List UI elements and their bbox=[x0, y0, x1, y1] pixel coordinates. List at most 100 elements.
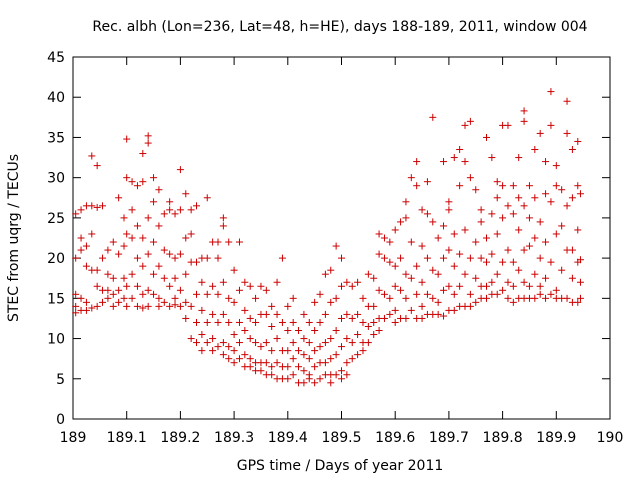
data-point bbox=[338, 367, 345, 375]
data-point bbox=[230, 298, 238, 306]
data-point bbox=[493, 270, 501, 278]
data-point bbox=[391, 306, 399, 314]
data-point bbox=[88, 304, 96, 312]
data-point bbox=[171, 210, 179, 218]
data-point bbox=[316, 290, 324, 298]
data-point bbox=[115, 298, 123, 306]
data-point bbox=[82, 306, 90, 314]
data-point bbox=[155, 222, 163, 230]
y-tick-label: 5 bbox=[56, 372, 65, 388]
data-point bbox=[370, 274, 378, 282]
data-point bbox=[397, 286, 405, 294]
data-point bbox=[311, 363, 319, 371]
y-tick-label: 15 bbox=[47, 291, 65, 307]
data-point bbox=[386, 238, 394, 246]
data-point bbox=[466, 117, 474, 125]
data-point bbox=[542, 190, 550, 198]
data-point bbox=[209, 310, 217, 318]
data-point bbox=[440, 286, 448, 294]
data-point bbox=[176, 302, 184, 310]
data-point bbox=[450, 290, 458, 298]
data-point bbox=[150, 238, 158, 246]
data-point bbox=[520, 117, 528, 125]
data-point bbox=[214, 318, 222, 326]
data-point bbox=[284, 363, 292, 371]
data-point bbox=[268, 322, 276, 330]
data-point bbox=[525, 242, 533, 250]
data-point bbox=[300, 335, 308, 343]
x-tick-label: 189.2 bbox=[160, 430, 200, 446]
data-point bbox=[402, 198, 410, 206]
data-point bbox=[187, 230, 195, 238]
data-point bbox=[109, 274, 117, 282]
data-point bbox=[493, 194, 501, 202]
data-point bbox=[295, 327, 303, 335]
data-point bbox=[182, 298, 190, 306]
data-point bbox=[203, 339, 211, 347]
data-point bbox=[380, 314, 388, 322]
data-point bbox=[370, 318, 378, 326]
data-point bbox=[209, 282, 217, 290]
data-point bbox=[241, 306, 249, 314]
data-point bbox=[576, 256, 584, 264]
data-point bbox=[568, 274, 576, 282]
data-point bbox=[104, 294, 112, 302]
data-point bbox=[552, 230, 560, 238]
data-point bbox=[316, 375, 324, 383]
data-point bbox=[531, 146, 539, 154]
data-point bbox=[241, 278, 249, 286]
data-point bbox=[289, 318, 297, 326]
data-point bbox=[225, 318, 233, 326]
data-point bbox=[262, 339, 270, 347]
data-point bbox=[413, 290, 421, 298]
data-point bbox=[418, 278, 426, 286]
data-point bbox=[338, 343, 345, 351]
data-point bbox=[115, 250, 123, 258]
data-point bbox=[219, 310, 227, 318]
data-point bbox=[558, 222, 566, 230]
data-point bbox=[472, 238, 480, 246]
data-point bbox=[214, 343, 222, 351]
data-point bbox=[187, 302, 195, 310]
data-point bbox=[536, 290, 544, 298]
data-point bbox=[104, 270, 112, 278]
data-point bbox=[166, 250, 174, 258]
data-point bbox=[552, 286, 560, 294]
data-point bbox=[477, 206, 485, 214]
data-point bbox=[504, 278, 512, 286]
data-point bbox=[499, 214, 507, 222]
data-point bbox=[128, 178, 136, 186]
data-point bbox=[88, 152, 96, 160]
data-point bbox=[477, 218, 485, 226]
data-point bbox=[450, 306, 458, 314]
data-point bbox=[413, 182, 421, 190]
data-point bbox=[563, 294, 571, 302]
data-point bbox=[72, 290, 80, 298]
data-point bbox=[364, 322, 372, 330]
data-point bbox=[359, 347, 367, 355]
data-point bbox=[542, 238, 550, 246]
data-point bbox=[429, 266, 437, 274]
data-point bbox=[160, 246, 168, 254]
data-point bbox=[558, 186, 566, 194]
data-point bbox=[472, 274, 480, 282]
data-point bbox=[509, 210, 517, 218]
data-point bbox=[144, 132, 152, 140]
data-point bbox=[219, 214, 227, 222]
data-point bbox=[542, 158, 550, 166]
data-point bbox=[225, 355, 233, 363]
data-point bbox=[93, 162, 101, 170]
data-point bbox=[402, 214, 410, 222]
data-point bbox=[235, 339, 243, 347]
data-point bbox=[246, 335, 254, 343]
data-point bbox=[123, 230, 131, 238]
data-point bbox=[115, 194, 123, 202]
data-point bbox=[391, 318, 399, 326]
data-point bbox=[493, 230, 501, 238]
data-point bbox=[72, 302, 80, 310]
y-tick-label: 20 bbox=[47, 251, 65, 267]
data-point bbox=[397, 218, 405, 226]
data-point bbox=[440, 254, 448, 262]
data-point bbox=[354, 351, 362, 359]
data-point bbox=[380, 254, 388, 262]
